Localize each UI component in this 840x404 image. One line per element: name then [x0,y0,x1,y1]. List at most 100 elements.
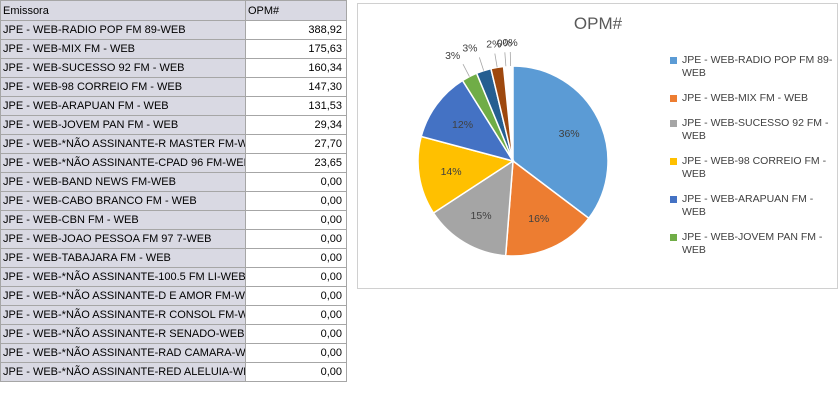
slice-data-label: 36% [559,128,580,140]
slice-leader-line [462,63,470,77]
emissora-cell[interactable]: JPE - WEB-*NÃO ASSINANTE-R SENADO-WEB [0,324,246,344]
emissora-cell[interactable]: JPE - WEB-BAND NEWS FM-WEB [0,172,246,192]
table-row[interactable]: JPE - WEB-CBN FM - WEB 0,00 [0,210,347,230]
column-header-emissora[interactable]: Emissora [0,0,246,21]
legend-swatch [670,95,677,102]
table-row[interactable]: JPE - WEB-*NÃO ASSINANTE-R SENADO-WEB 0,0… [0,324,347,344]
legend-item[interactable]: JPE - WEB-RADIO POP FM 89-WEB [670,54,835,80]
legend-label: JPE - WEB-SUCESSO 92 FM - WEB [682,117,829,142]
emissora-cell[interactable]: JPE - WEB-MIX FM - WEB [0,39,246,59]
opm-value-cell[interactable]: 27,70 [245,134,347,154]
opm-value-cell[interactable]: 0,00 [245,229,347,249]
legend-item[interactable]: JPE - WEB-JOVEM PAN FM - WEB [670,231,835,257]
opm-value-cell[interactable]: 23,65 [245,153,347,173]
emissora-cell[interactable]: JPE - WEB-SUCESSO 92 FM - WEB [0,58,246,78]
slice-data-label: 0% [497,37,512,49]
emissora-cell[interactable]: JPE - WEB-RADIO POP FM 89-WEB [0,20,246,40]
emissora-cell[interactable]: JPE - WEB-JOVEM PAN FM - WEB [0,115,246,135]
emissora-cell[interactable]: JPE - WEB-*NÃO ASSINANTE-RAD CAMARA-WEB [0,343,246,363]
pie-chart: OPM# 36% 16% 15% 14% 12% 3% 3% 2% 0% 0% JPE - WEB… [357,3,838,289]
slice-data-label: 3% [445,50,460,62]
emissora-cell[interactable]: JPE - WEB-JOAO PESSOA FM 97 7-WEB [0,229,246,249]
slice-leader-line [494,53,498,68]
legend-swatch [670,158,677,165]
table-row[interactable]: JPE - WEB-*NÃO ASSINANTE-RAD CAMARA-WEB 0… [0,343,347,363]
emissora-cell[interactable]: JPE - WEB-ARAPUAN FM - WEB [0,96,246,116]
emissora-cell[interactable]: JPE - WEB-*NÃO ASSINANTE-R MASTER FM-WEB [0,134,246,154]
table-row[interactable]: JPE - WEB-JOAO PESSOA FM 97 7-WEB 0,00 [0,229,347,249]
opm-value-cell[interactable]: 0,00 [245,324,347,344]
opm-value-cell[interactable]: 147,30 [245,77,347,97]
table-row[interactable]: JPE - WEB-*NÃO ASSINANTE-R CONSOL FM-WEB… [0,305,347,325]
table-row[interactable]: JPE - WEB-*NÃO ASSINANTE-100.5 FM LI-WEB… [0,267,347,287]
slice-data-label: 16% [528,213,549,225]
pie-slice[interactable] [420,79,515,163]
slice-leader-line [478,57,485,71]
legend-item[interactable]: JPE - WEB-98 CORREIO FM - WEB [670,155,835,181]
pie-slice[interactable] [504,159,590,257]
emissora-cell[interactable]: JPE - WEB-CABO BRANCO FM - WEB [0,191,246,211]
table-row[interactable]: JPE - WEB-*NÃO ASSINANTE-CPAD 96 FM-WEB 2… [0,153,347,173]
chart-legend: JPE - WEB-RADIO POP FM 89-WEB JPE - WEB-M… [670,54,835,269]
legend-item[interactable]: JPE - WEB-MIX FM - WEB [670,92,835,105]
emissora-cell[interactable]: JPE - WEB-*NÃO ASSINANTE-D E AMOR FM-WEB [0,286,246,306]
slice-leader-line [504,52,507,67]
opm-value-cell[interactable]: 160,34 [245,58,347,78]
legend-label: JPE - WEB-RADIO POP FM 89-WEB [682,54,833,79]
legend-swatch [670,234,677,241]
emissora-cell[interactable]: JPE - WEB-*NÃO ASSINANTE-R CONSOL FM-WEB [0,305,246,325]
table-row[interactable]: JPE - WEB-SUCESSO 92 FM - WEB 160,34 [0,58,347,78]
legend-label: JPE - WEB-ARAPUAN FM - WEB [682,193,814,218]
slice-data-label: 0% [503,37,518,49]
pie-slice[interactable] [489,65,514,162]
opm-value-cell[interactable]: 0,00 [245,210,347,230]
opm-value-cell[interactable]: 388,92 [245,20,347,40]
opm-value-cell[interactable]: 0,00 [245,286,347,306]
opm-value-cell[interactable]: 175,63 [245,39,347,59]
opm-value-cell[interactable]: 0,00 [245,343,347,363]
data-table: Emissora OPM# JPE - WEB-RADIO POP FM 89-… [0,0,347,382]
column-header-opm[interactable]: OPM# [245,0,347,21]
slice-data-label: 2% [486,39,501,51]
legend-item[interactable]: JPE - WEB-ARAPUAN FM - WEB [670,193,835,219]
opm-value-cell[interactable]: 0,00 [245,191,347,211]
slice-data-label: 14% [441,166,462,178]
table-row[interactable]: JPE - WEB-*NÃO ASSINANTE-R MASTER FM-WEB… [0,134,347,154]
table-row[interactable]: JPE - WEB-*NÃO ASSINANTE-D E AMOR FM-WEB… [0,286,347,306]
opm-value-cell[interactable]: 0,00 [245,267,347,287]
opm-value-cell[interactable]: 0,00 [245,362,347,382]
legend-label: JPE - WEB-JOVEM PAN FM - WEB [682,231,823,256]
legend-swatch [670,120,677,127]
chart-title: OPM# [573,14,623,33]
legend-swatch [670,57,677,64]
table-row[interactable]: JPE - WEB-*NÃO ASSINANTE-RED ALELUIA-WEB… [0,362,347,382]
table-row[interactable]: JPE - WEB-98 CORREIO FM - WEB 147,30 [0,77,347,97]
pie-slice[interactable] [512,65,609,220]
table-row[interactable]: JPE - WEB-BAND NEWS FM-WEB 0,00 [0,172,347,192]
legend-swatch [670,196,677,203]
emissora-cell[interactable]: JPE - WEB-*NÃO ASSINANTE-RED ALELUIA-WEB [0,362,246,382]
slice-data-label: 3% [462,43,477,55]
opm-value-cell[interactable]: 0,00 [245,305,347,325]
emissora-cell[interactable]: JPE - WEB-*NÃO ASSINANTE-CPAD 96 FM-WEB [0,153,246,173]
emissora-cell[interactable]: JPE - WEB-*NÃO ASSINANTE-100.5 FM LI-WEB [0,267,246,287]
opm-value-cell[interactable]: 0,00 [245,172,347,192]
table-row[interactable]: JPE - WEB-MIX FM - WEB 175,63 [0,39,347,59]
opm-value-cell[interactable]: 0,00 [245,248,347,268]
table-row[interactable]: JPE - WEB-TABAJARA FM - WEB 0,00 [0,248,347,268]
opm-value-cell[interactable]: 131,53 [245,96,347,116]
table-row[interactable]: JPE - WEB-JOVEM PAN FM - WEB 29,34 [0,115,347,135]
emissora-cell[interactable]: JPE - WEB-98 CORREIO FM - WEB [0,77,246,97]
pie-slice[interactable] [432,159,514,257]
legend-item[interactable]: JPE - WEB-SUCESSO 92 FM - WEB [670,117,835,143]
table-row[interactable]: JPE - WEB-RADIO POP FM 89-WEB 388,92 [0,20,347,40]
table-row[interactable]: JPE - WEB-ARAPUAN FM - WEB 131,53 [0,96,347,116]
emissora-cell[interactable]: JPE - WEB-CBN FM - WEB [0,210,246,230]
legend-label: JPE - WEB-98 CORREIO FM - WEB [682,155,827,180]
pie-slice[interactable] [417,135,515,215]
table-row[interactable]: JPE - WEB-CABO BRANCO FM - WEB 0,00 [0,191,347,211]
table-header-row: Emissora OPM# [0,0,347,21]
slice-data-label: 12% [452,119,473,131]
emissora-cell[interactable]: JPE - WEB-TABAJARA FM - WEB [0,248,246,268]
opm-value-cell[interactable]: 29,34 [245,115,347,135]
